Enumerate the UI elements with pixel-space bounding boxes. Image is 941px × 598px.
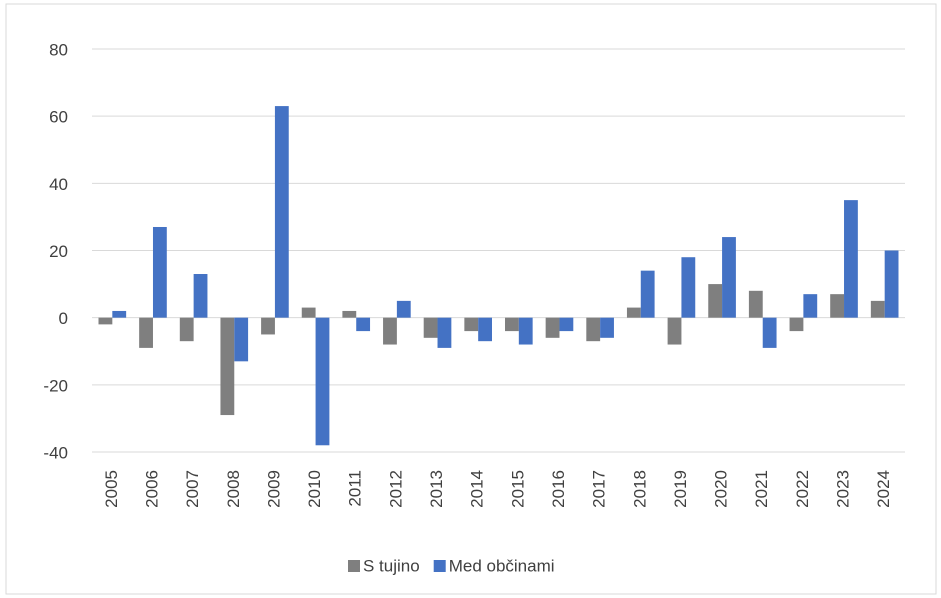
y-tick-label: 0 [59, 309, 68, 328]
x-tick-label: 2012 [386, 470, 405, 508]
x-tick-label: 2021 [752, 470, 771, 508]
bar [640, 270, 655, 318]
bar [803, 294, 818, 318]
bar [789, 317, 804, 332]
bar [274, 106, 289, 318]
x-tick-label: 2009 [264, 470, 283, 508]
bar [870, 300, 885, 318]
bar [545, 317, 560, 338]
bar [830, 294, 845, 318]
y-tick-label: 80 [49, 40, 68, 59]
x-tick-label: 2023 [834, 470, 853, 508]
bar [112, 310, 127, 318]
legend-swatch [348, 560, 360, 572]
bar [179, 317, 194, 342]
bar [464, 317, 479, 332]
bar [139, 317, 153, 348]
y-tick-label: -20 [43, 376, 68, 395]
bar [437, 317, 452, 348]
bar [98, 317, 113, 325]
bar [234, 317, 249, 362]
x-tick-label: 2011 [346, 470, 365, 507]
bar [220, 317, 235, 416]
bar [518, 317, 533, 345]
x-tick-label: 2005 [102, 470, 121, 508]
bar [681, 257, 696, 318]
bar [261, 317, 275, 335]
bar [396, 300, 411, 318]
legend-label: Med občinami [449, 556, 555, 575]
y-tick-label: 40 [49, 175, 68, 194]
x-tick-label: 2024 [874, 470, 893, 508]
bar [315, 317, 330, 446]
bar [884, 250, 899, 318]
bar [586, 317, 601, 342]
x-tick-label: 2013 [427, 470, 446, 508]
y-tick-label: 20 [49, 242, 68, 261]
x-tick-label: 2007 [183, 470, 202, 508]
x-tick-label: 2016 [549, 470, 568, 508]
x-tick-label: 2020 [712, 470, 731, 508]
x-tick-label: 2014 [468, 470, 487, 508]
bar [423, 317, 438, 338]
x-tick-label: 2008 [224, 470, 243, 508]
bar [152, 226, 167, 318]
x-tick-label: 2019 [671, 470, 690, 508]
bar [748, 290, 763, 318]
y-tick-label: -40 [43, 443, 68, 462]
x-tick-label: 2018 [630, 470, 649, 508]
legend-swatch [433, 560, 446, 572]
bar [626, 307, 641, 318]
x-tick-label: 2010 [305, 470, 324, 508]
bar [356, 317, 371, 332]
y-tick-label: 60 [49, 108, 68, 127]
bar [478, 317, 492, 342]
bar [505, 317, 519, 332]
legend-label: S tujino [363, 556, 420, 575]
bar [762, 317, 777, 348]
bar [844, 200, 858, 318]
x-tick-label: 2015 [508, 470, 527, 508]
bar [667, 317, 682, 345]
bar [708, 284, 723, 318]
bar [383, 317, 397, 345]
bar [559, 317, 574, 332]
x-tick-label: 2006 [142, 470, 161, 508]
x-tick-label: 2017 [590, 470, 609, 508]
x-tick-label: 2022 [793, 470, 812, 508]
bar [301, 307, 316, 318]
bar [722, 237, 736, 318]
bar [193, 274, 208, 318]
bar [342, 310, 357, 318]
bar [600, 317, 614, 338]
